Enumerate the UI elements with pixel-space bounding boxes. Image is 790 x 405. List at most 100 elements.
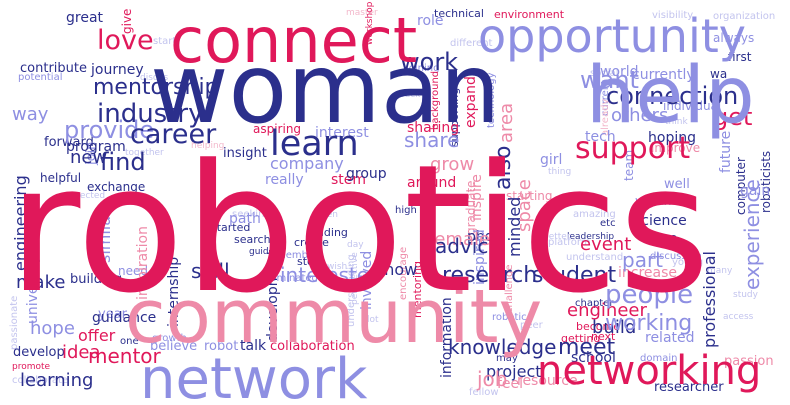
word-day: day bbox=[347, 240, 364, 250]
word-resource: resource bbox=[517, 373, 578, 389]
word-may: may bbox=[496, 353, 518, 364]
word-become: become bbox=[576, 320, 620, 333]
word-program: program bbox=[66, 139, 126, 155]
word-individual: individual bbox=[663, 99, 721, 113]
word-new: new bbox=[70, 147, 107, 168]
word-expand: expand bbox=[463, 76, 479, 128]
word-workshop: workshop bbox=[365, 1, 375, 45]
word-development: development bbox=[265, 249, 281, 342]
word-chapter: chapter bbox=[575, 298, 614, 309]
word-seeking: seeking bbox=[232, 209, 271, 220]
word-event: event bbox=[580, 234, 631, 255]
word-professional: professional bbox=[700, 251, 719, 348]
word-high: high bbox=[395, 205, 417, 216]
word-finding: finding bbox=[310, 226, 348, 239]
word-believe: believe bbox=[150, 339, 197, 354]
word-technology: technology bbox=[486, 72, 497, 128]
word-understanding: understanding bbox=[346, 254, 357, 327]
word-search: search bbox=[234, 233, 271, 246]
word-challenge: challenge bbox=[504, 264, 515, 313]
word-others: others bbox=[611, 105, 668, 126]
word-science: science bbox=[634, 213, 687, 229]
word-also: also bbox=[491, 145, 516, 190]
word-career: career bbox=[130, 119, 217, 150]
word-group: group bbox=[346, 166, 387, 182]
word-improve: improve bbox=[651, 141, 700, 155]
word-year: year bbox=[98, 307, 128, 322]
word-grow: grow bbox=[430, 154, 474, 175]
word-lot: lot bbox=[367, 315, 379, 325]
word-role: role bbox=[417, 13, 444, 29]
word-robotics: robotics bbox=[8, 127, 710, 332]
word-company: company bbox=[270, 154, 344, 173]
word-increase: increase bbox=[618, 265, 677, 281]
word-young: young bbox=[672, 257, 703, 268]
word-domain: domain bbox=[640, 353, 677, 364]
word-interested: interested bbox=[280, 263, 382, 287]
word-perspective: perspective bbox=[350, 252, 360, 305]
word-back: back bbox=[399, 90, 421, 100]
word-helping: helping bbox=[191, 141, 224, 151]
word-visibility: visibility bbox=[652, 10, 693, 21]
word-interest: interest bbox=[315, 125, 369, 141]
word-guide: guide bbox=[249, 247, 275, 257]
word-better: better bbox=[543, 232, 571, 242]
word-engineering: engineering bbox=[11, 175, 30, 271]
word-phd: phd bbox=[467, 229, 494, 245]
word-next: next bbox=[591, 330, 616, 343]
word-job: job bbox=[476, 367, 508, 391]
word-network: network bbox=[140, 347, 368, 405]
word-give: give bbox=[120, 9, 134, 34]
word-hope: hope bbox=[30, 318, 75, 339]
word-inspire: inspire bbox=[469, 174, 485, 221]
word-join: join bbox=[84, 142, 99, 166]
word-men: men bbox=[318, 210, 338, 220]
word-aspiring: aspiring bbox=[253, 122, 301, 136]
word-advice: advice bbox=[435, 234, 501, 258]
word-similar: similar bbox=[95, 209, 114, 263]
word-involved: involved bbox=[359, 251, 375, 310]
word-understand: understand bbox=[566, 252, 623, 263]
word-work: work bbox=[400, 48, 458, 76]
word-future: future bbox=[718, 131, 734, 173]
word-stem: stem bbox=[331, 172, 366, 188]
word-wa: wa bbox=[710, 67, 727, 81]
word-related: related bbox=[645, 330, 695, 346]
word-member: member bbox=[276, 250, 319, 261]
word-access: access bbox=[723, 312, 754, 322]
word-gain: gain bbox=[740, 183, 770, 199]
word-female: female bbox=[428, 229, 490, 250]
word-sharing: sharing bbox=[407, 120, 459, 136]
word-build: build bbox=[592, 317, 636, 338]
word-passion: passion bbox=[724, 354, 774, 369]
word-master: master bbox=[346, 8, 378, 18]
word-learning: learning bbox=[20, 370, 93, 391]
word-student: student bbox=[532, 263, 616, 288]
word-one: one bbox=[120, 336, 139, 347]
word-see: see bbox=[653, 231, 678, 247]
word-industry: industry bbox=[97, 99, 204, 129]
word-school: school bbox=[571, 350, 616, 366]
word-world: world bbox=[600, 64, 639, 80]
word-need: need bbox=[118, 264, 148, 278]
word-hoping: hoping bbox=[648, 130, 696, 146]
word-experience: experience bbox=[740, 179, 764, 290]
word-helpful: helpful bbox=[40, 171, 81, 185]
word-mentor: mentor bbox=[88, 344, 162, 368]
word-talk: talk bbox=[240, 338, 267, 354]
word-graduate: graduate bbox=[464, 180, 478, 235]
word-started: started bbox=[211, 221, 250, 234]
word-idea: idea bbox=[62, 342, 101, 363]
word-already: already bbox=[600, 99, 611, 136]
word-think: think bbox=[665, 117, 688, 127]
word-story: story bbox=[297, 255, 325, 268]
word-peer: peer bbox=[520, 320, 544, 331]
word-many: many bbox=[707, 266, 733, 276]
word-great: great bbox=[66, 10, 104, 26]
word-develop: develop bbox=[13, 345, 65, 360]
word-insight: insight bbox=[223, 146, 267, 161]
word-forward: forward bbox=[44, 135, 94, 150]
word-minded: minded bbox=[505, 197, 524, 257]
word-networking: networking bbox=[537, 348, 761, 394]
